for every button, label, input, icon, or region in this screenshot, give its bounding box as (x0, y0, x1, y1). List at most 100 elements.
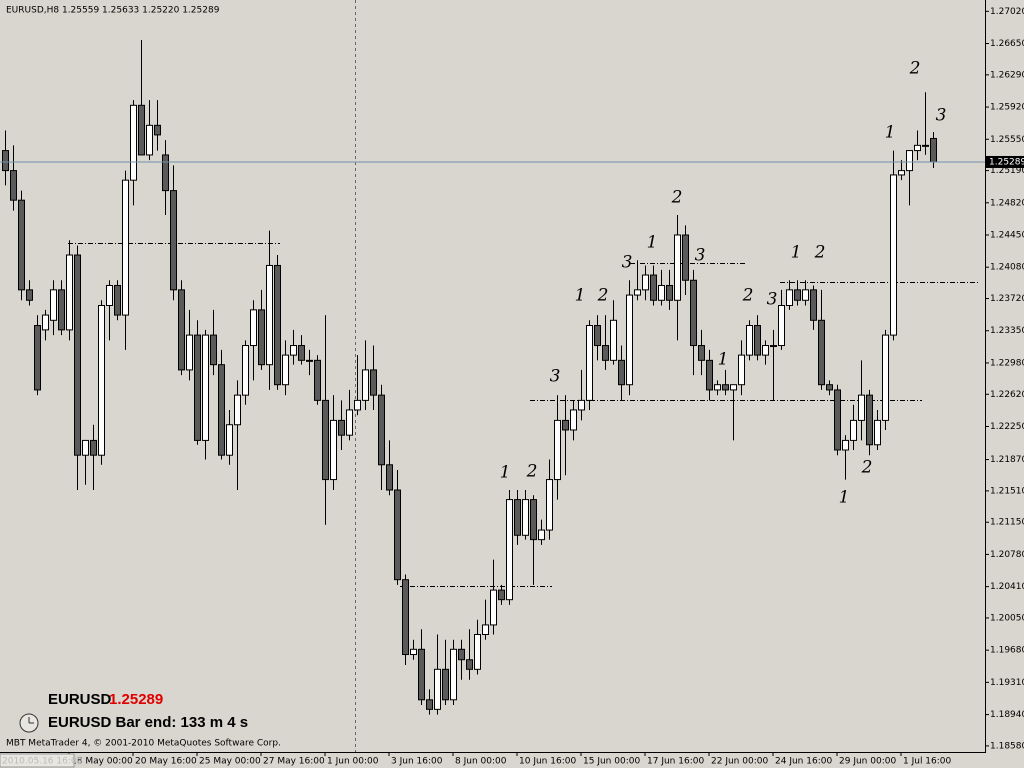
y-tick-label: 1.21870 (990, 455, 1024, 465)
candle-body (226, 424, 233, 456)
candle-body (394, 489, 401, 581)
candle-body (634, 289, 641, 296)
copyright: MBT MetaTrader 4, © 2001-2010 MetaQuotes… (6, 739, 281, 749)
candle-body (858, 394, 865, 421)
candle-body (522, 499, 529, 536)
candle-body (746, 325, 753, 356)
candle-body (170, 190, 177, 291)
candle-body (354, 399, 361, 411)
candle-body (186, 334, 193, 371)
candle-body (730, 384, 737, 391)
candle-body (530, 499, 537, 541)
candle-body (26, 289, 33, 301)
candle-body (378, 394, 385, 466)
candle-body (218, 364, 225, 456)
candle-body (58, 289, 65, 331)
current-price-label: 1.25289 (989, 157, 1024, 167)
y-tick-label: 1.25920 (990, 103, 1024, 113)
candle-body (794, 289, 801, 301)
candle-body (866, 394, 873, 446)
candle-body (602, 345, 609, 361)
y-tick-label: 1.21510 (990, 486, 1024, 496)
bar-end-info: EURUSD Bar end: 133 m 4 s (48, 714, 248, 731)
candle-body (162, 154, 169, 192)
wave-label: 2 (814, 243, 826, 263)
y-tick-label: 1.26290 (990, 70, 1024, 80)
candle-body (642, 274, 649, 291)
candle-body (898, 170, 905, 176)
chart-title: EURUSD,H8 1.25559 1.25633 1.25220 1.2528… (6, 6, 220, 16)
x-tick-label: 25 May 00:00 (199, 757, 261, 767)
candle-body (330, 419, 337, 481)
candle-body (266, 264, 273, 366)
candle-body (626, 294, 633, 386)
candle-body (482, 624, 489, 635)
candle-body (322, 399, 329, 481)
candle-body (594, 325, 601, 347)
y-tick-label: 1.25190 (990, 166, 1024, 176)
x-tick-label: 2010.05.16 16:00 (2, 757, 83, 767)
candle-body (778, 305, 785, 347)
candle-body (410, 648, 417, 656)
wave-label: 3 (767, 290, 778, 310)
candle-body (450, 648, 457, 701)
candle-body (370, 369, 377, 396)
candle-body (234, 394, 241, 426)
candle-body (826, 384, 833, 391)
candle-body (154, 124, 161, 136)
candle-body (114, 284, 121, 316)
y-tick-label: 1.24080 (990, 263, 1024, 273)
candle-body (930, 137, 937, 163)
candle-body (706, 359, 713, 391)
candle-body (786, 289, 793, 307)
candle-body (338, 419, 345, 436)
candle-body (178, 289, 185, 371)
candle-body (346, 409, 353, 436)
wave-label: 3 (550, 367, 561, 387)
candle-body (50, 289, 57, 321)
candle-body (874, 419, 881, 446)
candle-body (586, 325, 593, 401)
x-tick-label: 8 Jun 00:00 (455, 757, 507, 767)
candle-body (458, 648, 465, 661)
candle-body (890, 174, 897, 336)
candle-body (18, 199, 25, 291)
candle-body (74, 254, 81, 456)
candle-body (250, 309, 257, 347)
x-tick-label: 10 Jun 16:00 (519, 757, 576, 767)
candle-body (258, 309, 265, 366)
wave-label: 3 (695, 246, 706, 266)
y-tick-label: 1.23350 (990, 326, 1024, 336)
x-tick-label: 29 Jun 00:00 (839, 757, 896, 767)
wave-label: 1 (575, 286, 586, 306)
wave-label: 1 (839, 488, 850, 508)
x-tick-label: 3 Jun 16:00 (391, 757, 443, 767)
x-tick-label: 24 Jun 16:00 (775, 757, 832, 767)
y-tick-label: 1.20410 (990, 582, 1024, 592)
candle-body (418, 648, 425, 701)
y-tick-label: 1.26650 (990, 39, 1024, 49)
wave-label: 2 (671, 188, 683, 208)
candle-body (130, 104, 137, 181)
candle-body (122, 179, 129, 316)
candle-body (650, 274, 657, 301)
current-price-box (986, 155, 1024, 168)
y-tick-label: 1.25550 (990, 135, 1024, 145)
candle-body (146, 124, 153, 156)
y-tick-label: 1.22980 (990, 358, 1024, 368)
candle-body (10, 170, 17, 201)
candle-body (554, 419, 561, 481)
y-tick-label: 1.20050 (990, 613, 1024, 623)
candle-body (658, 284, 665, 301)
candle-body (818, 319, 825, 386)
candle-body (850, 419, 857, 441)
y-tick-label: 1.19310 (990, 678, 1024, 688)
x-tick-label: 27 May 16:00 (263, 757, 325, 767)
x-tick-label: 17 Jun 16:00 (647, 757, 704, 767)
candle-body (754, 325, 761, 356)
candle-body (466, 659, 473, 670)
y-tick-label: 1.27020 (990, 7, 1024, 17)
wave-label: 1 (885, 123, 896, 143)
wave-label: 1 (791, 243, 802, 263)
